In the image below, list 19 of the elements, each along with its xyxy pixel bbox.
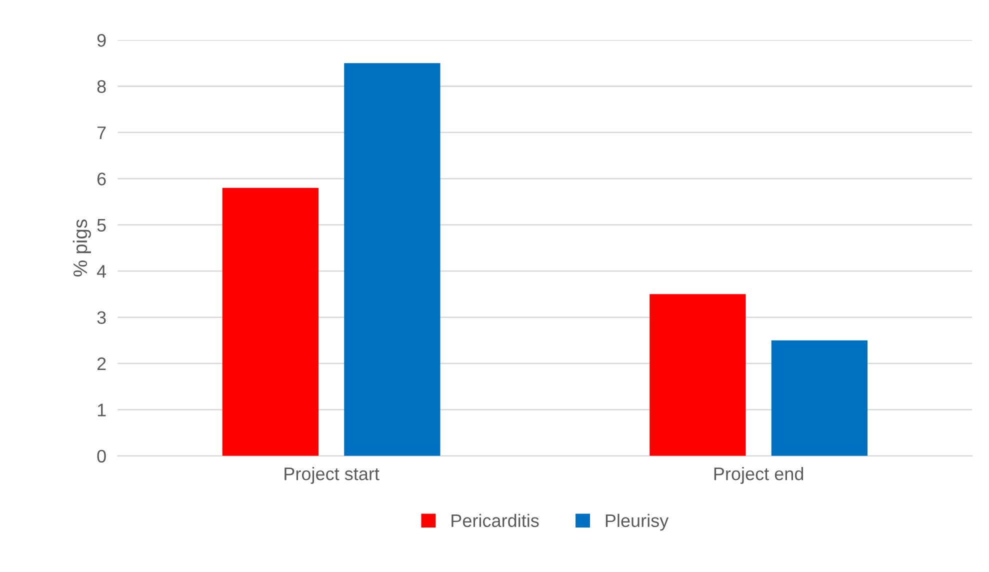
bar bbox=[650, 294, 746, 456]
y-axis-title: % pigs bbox=[72, 219, 91, 276]
y-tick-label: 6 bbox=[97, 172, 106, 186]
y-tick-label: 2 bbox=[97, 357, 106, 370]
y-tick-label: 8 bbox=[97, 80, 106, 93]
x-tick-label: Project end bbox=[714, 466, 804, 484]
y-tick-label: 5 bbox=[97, 218, 106, 232]
bar bbox=[344, 63, 440, 456]
y-tick-label: 3 bbox=[97, 311, 106, 324]
x-tick-label: Project start bbox=[284, 466, 380, 484]
y-tick-label: 7 bbox=[97, 126, 106, 139]
y-tick-label: 0 bbox=[97, 450, 106, 463]
bar bbox=[222, 188, 318, 456]
y-tick-label: 1 bbox=[98, 404, 106, 416]
y-tick-label: 9 bbox=[97, 34, 106, 47]
bar bbox=[771, 340, 868, 456]
y-tick-label: 4 bbox=[96, 265, 106, 278]
legend-label: Pleurisy bbox=[606, 514, 669, 531]
legend-label: Pericarditis bbox=[452, 514, 539, 528]
